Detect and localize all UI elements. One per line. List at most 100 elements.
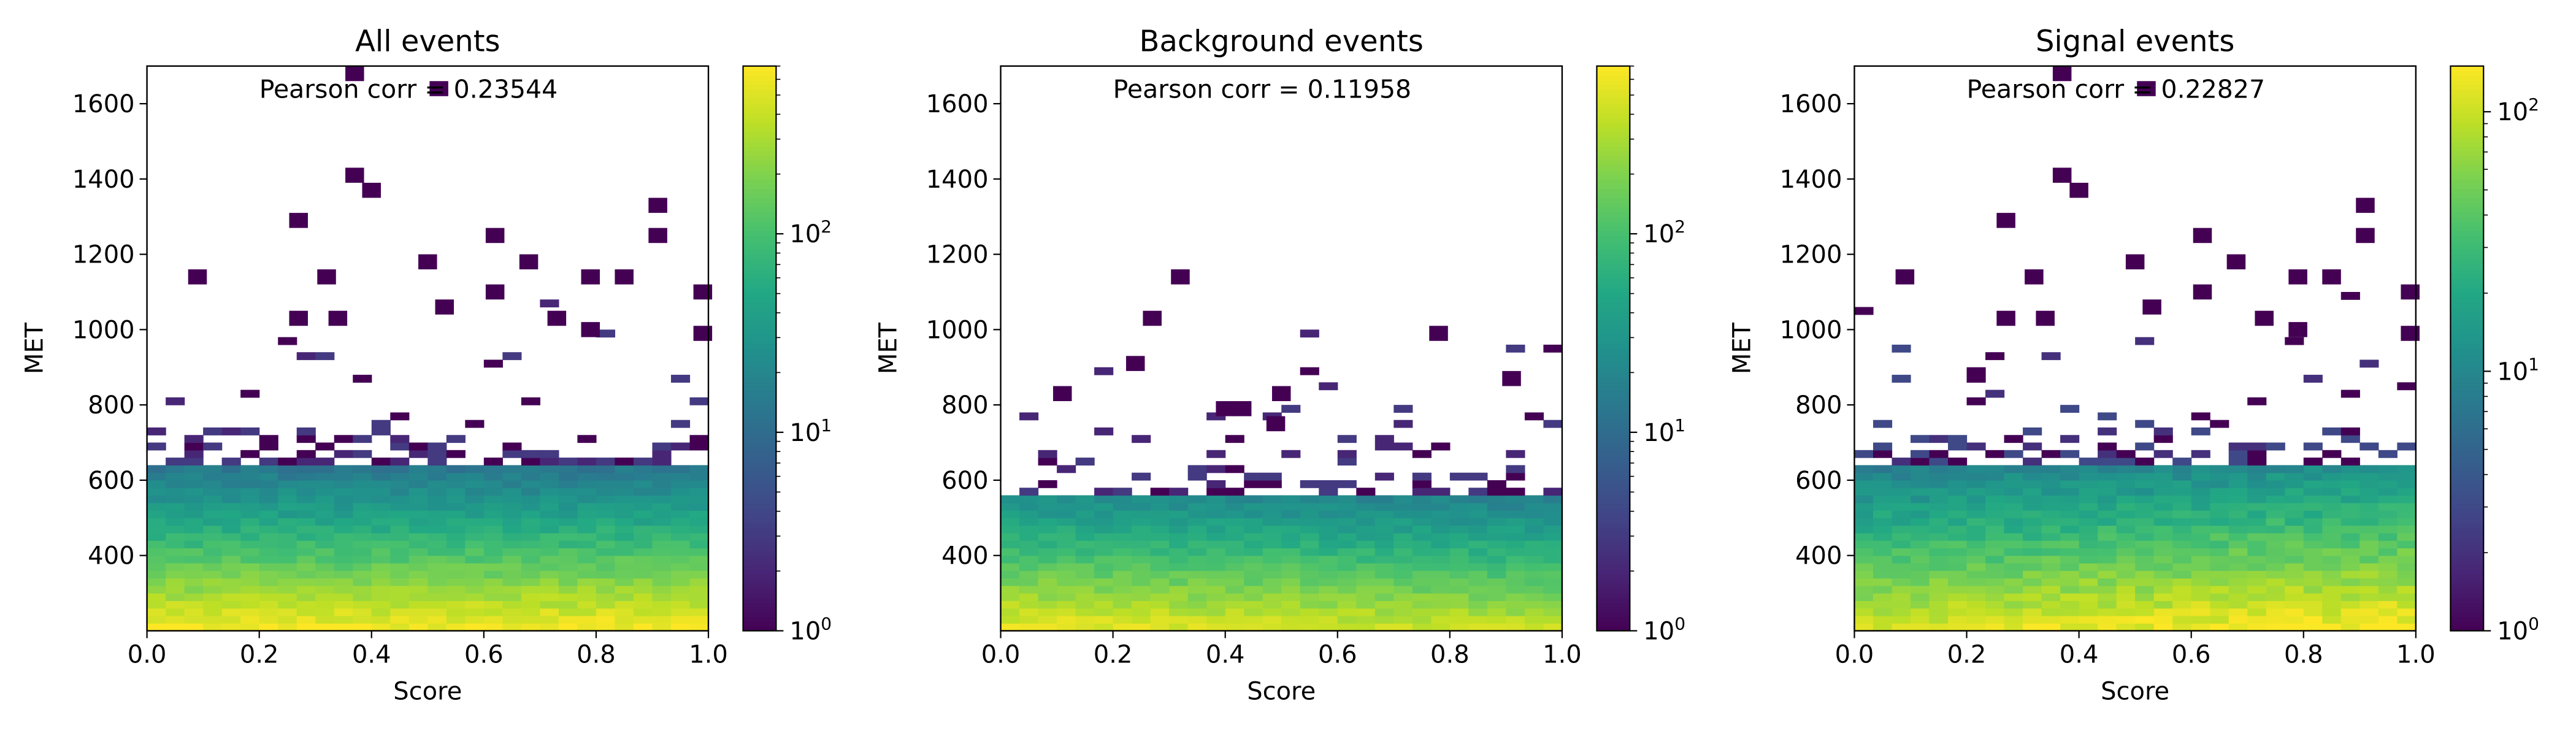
heatmap-cell [1319, 532, 1338, 541]
heatmap-cell [596, 570, 616, 579]
heatmap-cell [483, 518, 503, 526]
heatmap-cell [353, 518, 372, 526]
heatmap-cell [2266, 532, 2285, 541]
heatmap-cell [2210, 578, 2229, 586]
heatmap-cell [483, 495, 503, 504]
colorbar-segment [743, 226, 776, 232]
colorbar-segment [2450, 99, 2484, 104]
heatmap-cell [1019, 412, 1039, 421]
heatmap-cell [1337, 495, 1357, 504]
colorbar-segment [2450, 475, 2484, 481]
colorbar-segment [1597, 485, 1630, 491]
heatmap-cell [2135, 458, 2155, 466]
heatmap-cell [427, 548, 447, 556]
heatmap-cell [2285, 480, 2304, 488]
heatmap-cell [427, 540, 447, 549]
heatmap-cell [1966, 367, 1986, 375]
heatmap-cell [2397, 442, 2417, 451]
colorbar-segment [743, 146, 776, 151]
heatmap-cell [1374, 435, 1394, 443]
heatmap-cell [1057, 510, 1076, 518]
heatmap-cell [221, 472, 241, 481]
heatmap-cell [184, 540, 204, 549]
heatmap-cell [1873, 593, 1893, 601]
heatmap-cell [1948, 570, 1968, 579]
colorbar-segment [743, 259, 776, 264]
colorbar-segment [1597, 329, 1630, 335]
heatmap-cell [1985, 593, 2005, 601]
heatmap-cell [1057, 623, 1076, 632]
heatmap-cell [147, 593, 166, 601]
colorbar-segment [743, 118, 776, 123]
heatmap-cell [1019, 585, 1039, 594]
heatmap-cell [1169, 488, 1189, 496]
heatmap-cell [334, 435, 353, 443]
heatmap-cell [1094, 562, 1114, 571]
heatmap-cell [2247, 525, 2267, 534]
heatmap-cell [521, 548, 540, 556]
heatmap-cell [1281, 510, 1301, 518]
heatmap-cell [1281, 593, 1301, 601]
heatmap-cell [615, 608, 634, 616]
heatmap-cell [427, 532, 447, 541]
heatmap-cell [1187, 540, 1207, 549]
heatmap-cell [2359, 585, 2379, 594]
heatmap-cell [203, 510, 223, 518]
heatmap-cell [1412, 488, 1432, 496]
heatmap-cell [2359, 570, 2379, 579]
heatmap-cell [240, 450, 260, 458]
heatmap-cell [558, 518, 578, 526]
heatmap-cell [1225, 502, 1244, 511]
heatmap-cell [2041, 585, 2061, 594]
heatmap-cell [240, 532, 260, 541]
heatmap-cell [2247, 600, 2267, 609]
heatmap-cell [633, 480, 653, 488]
heatmap-cell [334, 532, 353, 541]
heatmap-cell [2079, 488, 2098, 496]
heatmap-cell [1412, 540, 1432, 549]
heatmap-cell [1187, 578, 1207, 586]
heatmap-cell [1449, 540, 1469, 549]
colorbar-segment [1597, 541, 1630, 547]
colorbar-segment [1597, 602, 1630, 608]
heatmap-cell [1094, 502, 1114, 511]
heatmap-cell [1929, 495, 1949, 504]
heatmap-cell [2153, 450, 2173, 458]
heatmap-cell [670, 540, 691, 549]
heatmap-cell [2340, 525, 2360, 534]
outlier-cell [2025, 269, 2044, 285]
heatmap-cell [1966, 375, 1986, 383]
y-tick-label: 600 [941, 467, 988, 495]
heatmap-cell [2397, 480, 2417, 488]
heatmap-cell [2322, 427, 2342, 435]
colorbar-segment [1597, 522, 1630, 528]
colorbar-segment [743, 611, 776, 618]
colorbar-segment [2450, 178, 2484, 185]
heatmap-cell [278, 585, 297, 594]
heatmap-cell [1911, 593, 1930, 601]
heatmap-cell [558, 458, 578, 466]
y-tick-label: 600 [88, 467, 134, 495]
heatmap-cell [2191, 562, 2210, 571]
colorbar-segment [743, 513, 776, 519]
heatmap-cell [408, 548, 428, 556]
heatmap-cell [1337, 525, 1357, 534]
heatmap-cell [689, 540, 709, 549]
heatmap-cell [278, 608, 297, 616]
heatmap-cell [1244, 578, 1263, 586]
heatmap-cell [1911, 510, 1930, 518]
colorbar-segment [743, 555, 776, 561]
heatmap-cell [1911, 608, 1930, 616]
heatmap-cell [2397, 593, 2417, 601]
heatmap-cell [1262, 502, 1282, 511]
heatmap-cell [2322, 502, 2342, 511]
heatmap-cell [2359, 578, 2379, 586]
heatmap-cell [558, 593, 578, 601]
heatmap-cell [1524, 600, 1544, 609]
heatmap-cell [1468, 615, 1488, 624]
heatmap-cell [1487, 600, 1506, 609]
heatmap-cell [446, 510, 466, 518]
heatmap-cell [1206, 495, 1226, 504]
heatmap-cell [670, 578, 691, 586]
heatmap-cell [184, 585, 204, 594]
